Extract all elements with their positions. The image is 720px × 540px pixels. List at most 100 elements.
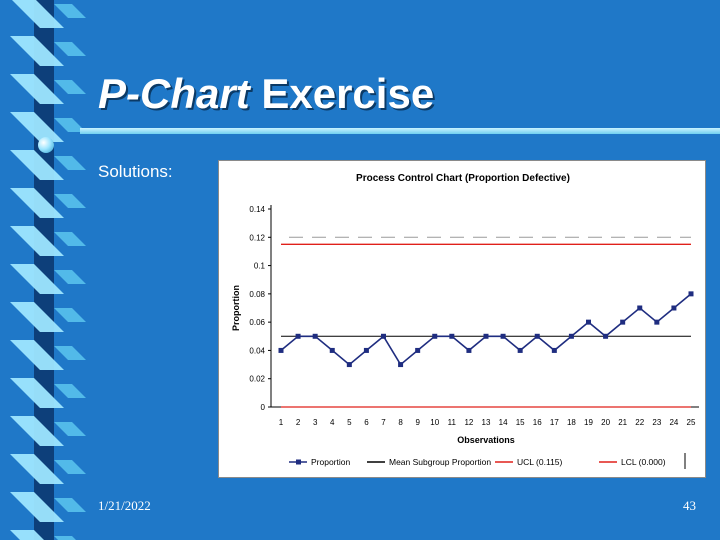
data-point [637, 305, 643, 311]
deco-chevron [10, 226, 64, 256]
data-point [534, 333, 540, 339]
deco-chevron-small [54, 4, 86, 18]
deco-chevron [10, 112, 64, 142]
deco-chevron [10, 150, 64, 180]
left-decoration [0, 0, 90, 540]
data-point [449, 333, 455, 339]
x-tick-label: 9 [415, 418, 420, 427]
data-point [363, 347, 369, 353]
deco-chevron [10, 74, 64, 104]
deco-chevron-small [54, 498, 86, 512]
deco-chevron-small [54, 42, 86, 56]
data-point [688, 291, 694, 297]
x-tick-label: 11 [448, 418, 457, 427]
x-tick-label: 2 [296, 418, 301, 427]
x-tick-label: 6 [364, 418, 369, 427]
data-point [398, 362, 404, 368]
deco-chevron-small [54, 232, 86, 246]
deco-chevron-small [54, 460, 86, 474]
title-underline [80, 128, 720, 134]
data-point [517, 347, 523, 353]
legend-label: Proportion [311, 457, 350, 467]
y-tick-label: 0 [261, 403, 266, 412]
x-tick-label: 17 [550, 418, 559, 427]
x-tick-label: 7 [381, 418, 386, 427]
x-tick-label: 20 [601, 418, 610, 427]
data-point [671, 305, 677, 311]
deco-chevron-small [54, 422, 86, 436]
y-tick-label: 0.08 [249, 290, 265, 299]
y-tick-label: 0.02 [249, 375, 265, 384]
data-point [278, 347, 284, 353]
proportion-line [280, 293, 692, 366]
title-rest: Exercise [261, 70, 435, 117]
chart-title: Process Control Chart (Proportion Defect… [356, 173, 570, 184]
data-point [654, 319, 660, 325]
x-tick-label: 23 [652, 418, 661, 427]
x-tick-label: 4 [330, 418, 335, 427]
legend-label: UCL (0.115) [517, 457, 563, 467]
y-tick-label: 0.12 [249, 233, 265, 242]
legend-label: LCL (0.000) [621, 457, 666, 467]
x-tick-label: 8 [398, 418, 403, 427]
data-point [415, 347, 421, 353]
x-tick-label: 21 [618, 418, 627, 427]
deco-chevron-small [54, 156, 86, 170]
data-point [586, 319, 591, 325]
data-point [312, 333, 318, 339]
deco-chevron [10, 378, 64, 408]
subtitle: Solutions: [98, 162, 173, 181]
deco-chevron-small [54, 536, 76, 540]
data-point [346, 362, 352, 368]
data-point [432, 333, 438, 339]
deco-chevron [10, 416, 64, 446]
deco-chevron-small [54, 194, 86, 208]
chart-frame: Process Control Chart (Proportion Defect… [218, 160, 706, 478]
x-axis-label: Observations [457, 435, 515, 445]
x-tick-label: 19 [584, 418, 593, 427]
deco-chevron [12, 0, 64, 28]
x-tick-label: 16 [533, 418, 542, 427]
deco-chevron-small [54, 80, 86, 94]
deco-chevron-small [54, 308, 86, 322]
deco-chevron [10, 454, 64, 484]
x-tick-label: 12 [464, 418, 473, 427]
data-point [329, 347, 335, 353]
x-tick-label: 3 [313, 418, 318, 427]
y-tick-label: 0.14 [249, 205, 265, 214]
y-axis-label: Proportion [231, 285, 241, 331]
data-point [500, 333, 506, 339]
page-number: 43 [683, 498, 696, 513]
deco-chevron [10, 264, 64, 294]
x-tick-label: 5 [347, 418, 352, 427]
x-tick-label: 18 [567, 418, 576, 427]
deco-chevron-small [54, 384, 86, 398]
deco-chevron [10, 530, 44, 540]
data-point [568, 333, 574, 339]
data-point [551, 347, 557, 353]
y-tick-label: 0.04 [249, 346, 265, 355]
title-italic: P-Chart [98, 70, 250, 117]
x-tick-label: 22 [635, 418, 644, 427]
data-point [483, 333, 489, 339]
legend-marker [296, 459, 301, 465]
data-point [295, 333, 301, 339]
x-tick-label: 24 [669, 418, 678, 427]
deco-chevron [10, 492, 64, 522]
deco-chevron [10, 36, 64, 66]
x-tick-label: 14 [499, 418, 508, 427]
y-tick-label: 0.1 [254, 262, 266, 271]
data-point [381, 333, 386, 339]
x-tick-label: 1 [279, 418, 284, 427]
deco-chevron [10, 302, 64, 332]
slide-title: P-Chart Exercise [98, 70, 434, 118]
deco-chevron-small [54, 118, 86, 132]
footer-date: 1/21/2022 [98, 498, 151, 513]
x-tick-label: 15 [516, 418, 525, 427]
data-point [603, 333, 609, 339]
y-tick-label: 0.06 [249, 318, 265, 327]
deco-chevron [10, 188, 64, 218]
legend-label: Mean Subgroup Proportion [389, 457, 491, 467]
data-point [620, 319, 626, 325]
